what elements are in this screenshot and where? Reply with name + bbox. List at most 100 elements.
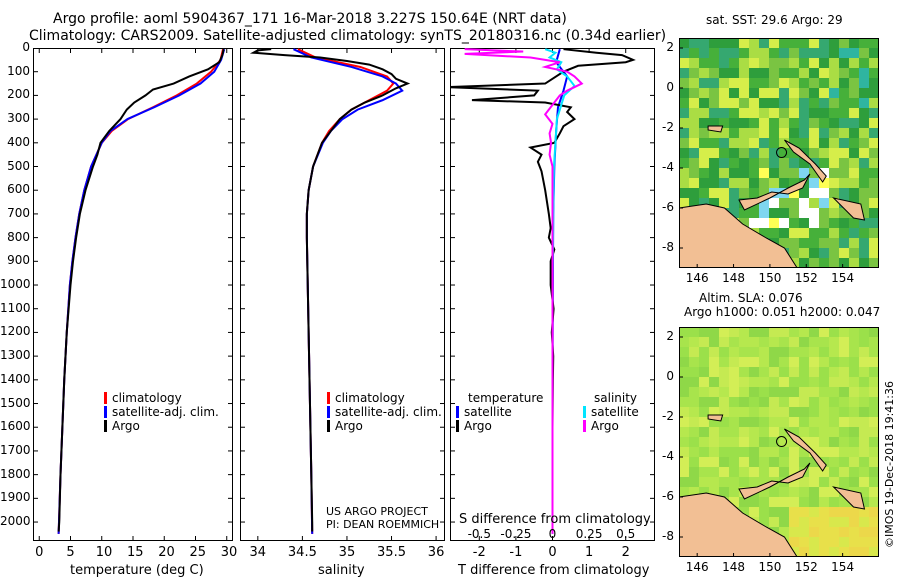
map-cell xyxy=(689,367,699,377)
map-cell xyxy=(829,148,839,158)
map-cell xyxy=(709,108,719,118)
map-cell xyxy=(799,547,809,557)
map-cell xyxy=(749,58,759,68)
map-y-tick-label: 2 xyxy=(666,40,674,54)
map-cell xyxy=(829,258,839,268)
map-cell xyxy=(809,108,819,118)
map-cell xyxy=(839,228,849,238)
map-cell xyxy=(859,158,869,168)
map-cell xyxy=(719,387,729,397)
map-cell xyxy=(679,148,689,158)
map-cell xyxy=(779,38,789,48)
map-cell xyxy=(819,427,829,437)
map-cell xyxy=(769,198,779,208)
map-cell xyxy=(849,457,859,467)
plot-frame xyxy=(33,48,233,541)
map-cell xyxy=(829,527,839,537)
map-cell xyxy=(699,367,709,377)
map-cell xyxy=(819,437,829,447)
map-cell xyxy=(709,88,719,98)
map-cell xyxy=(819,148,829,158)
map-cell xyxy=(859,108,869,118)
map-cell xyxy=(849,347,859,357)
legend-swatch xyxy=(104,392,107,404)
map-cell xyxy=(799,377,809,387)
x-tick-label: 0 xyxy=(35,545,44,560)
map-cell xyxy=(709,447,719,457)
map-cell xyxy=(809,367,819,377)
map-cell xyxy=(819,347,829,357)
map-cell xyxy=(859,457,869,467)
map-cell xyxy=(699,48,709,58)
map-cell xyxy=(679,487,689,497)
legend-swatch xyxy=(104,406,107,418)
map-cell xyxy=(859,477,869,487)
map-cell xyxy=(749,507,759,517)
map-cell xyxy=(759,148,769,158)
map-cell xyxy=(749,477,759,487)
map-cell xyxy=(839,387,849,397)
x-top-tick-label: -0.25 xyxy=(500,527,532,541)
map-cell xyxy=(859,208,869,218)
map-cell xyxy=(779,527,789,537)
map-cell xyxy=(869,148,879,158)
map-cell xyxy=(789,357,799,367)
map-cell xyxy=(839,208,849,218)
map-cell xyxy=(719,118,729,128)
map-cell xyxy=(759,118,769,128)
map-cell xyxy=(869,88,879,98)
map-cell xyxy=(749,98,759,108)
map-y-tick-label: -6 xyxy=(662,200,674,214)
map-cell xyxy=(839,347,849,357)
map-cell xyxy=(689,78,699,88)
legend-label: Argo xyxy=(464,419,492,433)
float-position-marker xyxy=(776,436,788,448)
map-cell xyxy=(859,118,869,128)
map-cell xyxy=(799,248,809,258)
map-cell xyxy=(809,48,819,58)
map-cell xyxy=(749,158,759,168)
map-cell xyxy=(779,367,789,377)
map-cell xyxy=(869,337,879,347)
map-cell xyxy=(839,148,849,158)
x-tick-label: 34.5 xyxy=(287,545,317,560)
map-cell xyxy=(839,427,849,437)
map-cell xyxy=(779,198,789,208)
map-cell xyxy=(869,397,879,407)
map-cell xyxy=(809,68,819,78)
map-cell xyxy=(759,108,769,118)
map-cell xyxy=(689,357,699,367)
map-cell xyxy=(839,457,849,467)
map-cell xyxy=(849,58,859,68)
map-cell xyxy=(779,517,789,527)
map-cell xyxy=(729,198,739,208)
map-cell xyxy=(839,78,849,88)
map-cell xyxy=(729,118,739,128)
map-cell xyxy=(809,377,819,387)
legend-label: climatology xyxy=(335,391,405,405)
map-cell xyxy=(849,467,859,477)
map-cell xyxy=(819,68,829,78)
land-polygon xyxy=(831,486,866,510)
x-tick-label: -1 xyxy=(509,545,523,560)
map-cell xyxy=(749,148,759,158)
map-cell xyxy=(769,377,779,387)
map-cell xyxy=(719,108,729,118)
map-cell xyxy=(689,487,699,497)
map-cell xyxy=(829,347,839,357)
map-cell xyxy=(719,178,729,188)
map-cell xyxy=(789,248,799,258)
map-cell xyxy=(849,48,859,58)
map-cell xyxy=(759,407,769,417)
project-credit-line1: US ARGO PROJECT xyxy=(326,505,428,518)
map-cell xyxy=(869,407,879,417)
map-cell xyxy=(809,148,819,158)
land-polygon xyxy=(831,197,866,221)
map-cell xyxy=(719,467,729,477)
map-cell xyxy=(789,407,799,417)
map-cell xyxy=(709,78,719,88)
depth-tick-label: 1300 xyxy=(0,348,31,363)
map-cell xyxy=(809,327,819,337)
map-cell xyxy=(709,148,719,158)
map-cell xyxy=(869,138,879,148)
